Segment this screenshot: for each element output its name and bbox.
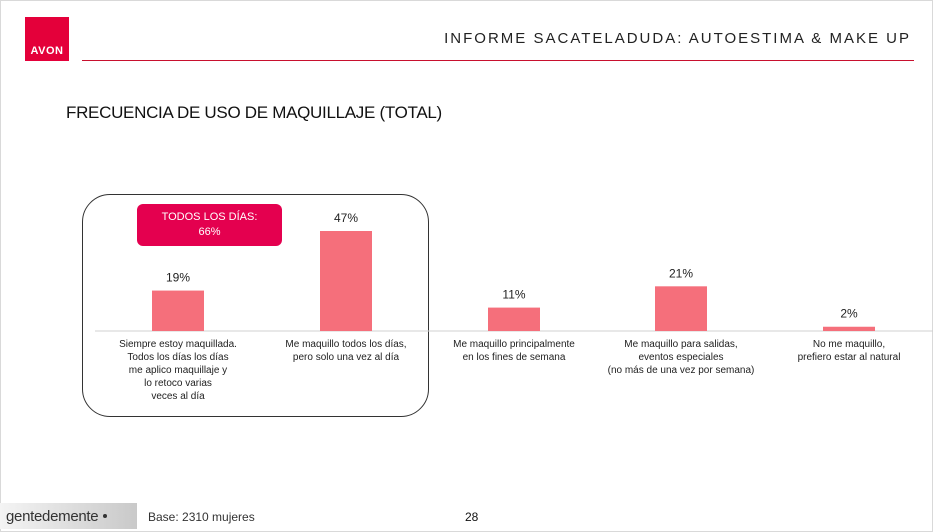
category-label-line: veces al día [151, 391, 205, 402]
bar-3 [488, 307, 540, 331]
category-label-line: Me maquillo principalmente [453, 339, 575, 350]
category-label-1: Siempre estoy maquillada. Todos los días … [119, 339, 237, 402]
page-number: 28 [465, 510, 479, 524]
category-label-line: (no más de una vez por semana) [608, 365, 755, 376]
bar-4 [655, 286, 707, 331]
category-label-line: eventos especiales [638, 352, 723, 363]
category-label-line: en los fines de semana [463, 352, 566, 363]
section-title: FRECUENCIA DE USO DE MAQUILLAJE (TOTAL) [66, 103, 442, 122]
category-label-line: Me maquillo para salidas, [624, 339, 737, 350]
header-divider [82, 60, 914, 61]
callout-title: TODOS LOS DÍAS: [161, 211, 258, 223]
daily-group-outline [82, 194, 429, 417]
category-label-line: me aplico maquillaje y [129, 365, 227, 376]
data-label-4: 21% [669, 266, 693, 280]
bar-5 [823, 326, 875, 331]
base-note: Base: 2310 mujeres [148, 510, 255, 524]
category-label-line: prefiero estar al natural [798, 352, 901, 363]
category-label-line: Todos los días los días [127, 352, 228, 363]
category-label-2: Me maquillo todos los días, pero solo una… [285, 339, 406, 363]
category-label-line: Siempre estoy maquillada. [119, 339, 237, 350]
data-label-5: 2% [840, 307, 858, 321]
agency-name-part1: gentede [6, 507, 59, 525]
category-label-line: lo retoco varias [144, 378, 212, 389]
category-label-4: Me maquillo para salidas, eventos especia… [608, 339, 755, 376]
avon-logo: AVON [25, 17, 69, 61]
category-label-line: No me maquillo, [813, 339, 885, 350]
category-label-3: Me maquillo principalmente en los fines d… [453, 339, 575, 363]
daily-total-callout: TODOS LOS DÍAS: 66% [137, 204, 282, 246]
bar-2 [320, 231, 372, 331]
agency-logo: gentede mente [0, 503, 137, 529]
callout-value: 66% [198, 226, 221, 238]
bar-1 [152, 290, 204, 331]
report-title: INFORME SACATELADUDA: AUTOESTIMA & MAKE … [444, 30, 911, 47]
category-label-5: No me maquillo, prefiero estar al natural [798, 339, 901, 363]
data-label-1: 19% [166, 271, 190, 285]
agency-dot-icon [103, 514, 108, 518]
agency-name-part2: mente [58, 507, 99, 525]
brand-text: AVON [30, 45, 64, 57]
data-label-2: 47% [334, 211, 358, 225]
data-label-3: 11% [502, 288, 525, 302]
category-label-line: pero solo una vez al día [293, 352, 400, 363]
category-label-line: Me maquillo todos los días, [285, 339, 406, 350]
